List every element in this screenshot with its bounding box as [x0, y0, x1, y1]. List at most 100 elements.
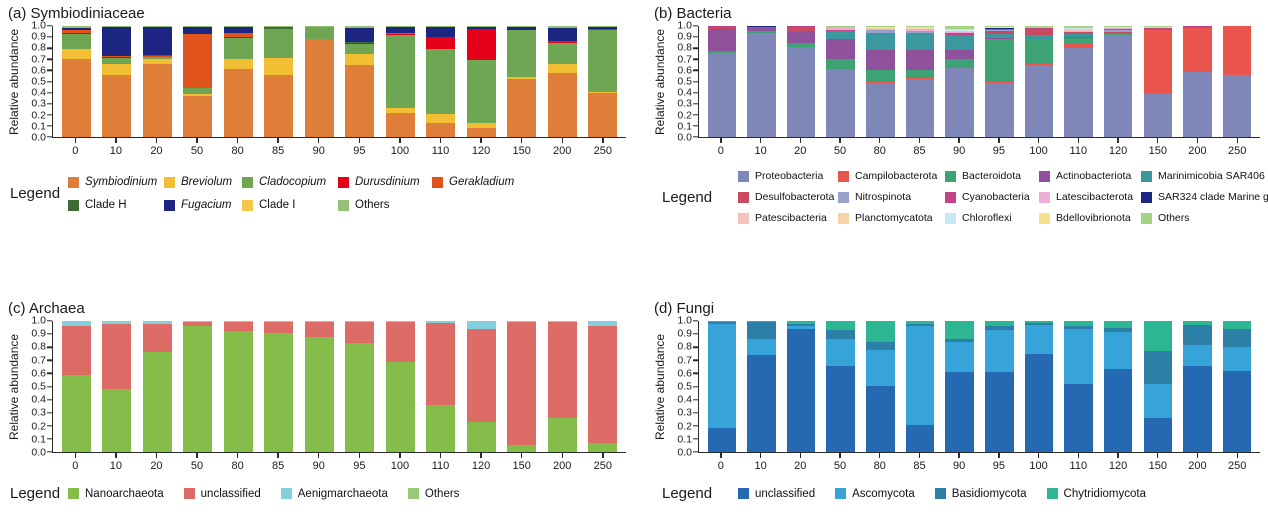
segment-breviolum	[142, 59, 172, 64]
y-tick-label: 0.8	[31, 41, 46, 54]
stacked-bar	[747, 26, 776, 137]
segment-aenigmarchaeota	[588, 321, 618, 327]
x-tick-mark	[1157, 138, 1159, 143]
legend-item: Patescibacteria	[738, 212, 830, 224]
segment-cladocopium	[426, 49, 456, 114]
x-slot: 250	[1217, 453, 1257, 477]
bar-slot	[1138, 26, 1178, 137]
x-tick-mark	[839, 138, 841, 143]
segment-planctomycatota	[905, 28, 935, 29]
legend-swatch	[738, 212, 749, 224]
segment-chytridiomycota	[985, 321, 1014, 327]
segment-symbiodinium	[345, 64, 375, 137]
x-tick-mark	[1196, 138, 1199, 143]
segment-breviolum	[385, 108, 415, 113]
y-tick-label: 0.1	[31, 433, 46, 446]
y-tick-mark	[693, 372, 698, 375]
segment-chytridiomycota	[826, 321, 855, 331]
y-tick-mark	[693, 91, 698, 94]
segment-nanoarchaeota	[183, 326, 213, 452]
bar-slot	[900, 26, 940, 137]
x-tick-mark	[1037, 453, 1040, 458]
stacked-bar	[786, 26, 816, 137]
segment-patescibacteria	[945, 31, 974, 32]
y-axis-ticks: 1.0 0.9 0.8 0.7 0.6 0.5 0.4 0.3 0.2 0.1 0.0	[22, 315, 52, 458]
bar-slot	[1178, 321, 1218, 452]
segment-durusdinium	[426, 37, 456, 50]
legend-swatch	[738, 191, 749, 203]
bar-slot	[979, 26, 1019, 137]
segment-others	[866, 26, 895, 28]
y-tick-mark	[693, 136, 698, 138]
segment-cladocopium	[345, 43, 375, 54]
segment-symbiodinium	[426, 122, 456, 137]
x-tick-mark	[439, 138, 442, 143]
x-tick-label: 200	[553, 145, 572, 157]
segment-actinobacteriota	[826, 38, 855, 59]
x-slot: 100	[380, 138, 421, 162]
panel-archaea: (c) Archaea Relative abundance 1.0 0.9 0.8…	[0, 295, 634, 516]
y-tick-mark	[693, 58, 698, 60]
legend-title: Legend	[662, 485, 713, 502]
legend-label: unclassified	[200, 487, 261, 500]
y-tick-label: 0.0	[31, 131, 46, 144]
legend-label: Desulfobacterota	[755, 191, 835, 203]
x-slot: 80	[860, 453, 900, 477]
y-tick-label: 0.2	[677, 109, 692, 122]
plot-area	[47, 25, 626, 138]
y-tick-label: 0.6	[677, 367, 692, 380]
stacked-bar	[223, 321, 253, 452]
x-tick-mark	[1196, 453, 1199, 458]
segment-others	[1024, 26, 1054, 27]
segment-unclassified	[1143, 417, 1173, 452]
segment-basidiomycota	[786, 323, 816, 327]
segment-latescibacterota	[985, 28, 1014, 30]
stacked-bar	[507, 321, 537, 452]
segment-durusdinium	[385, 34, 415, 35]
stacked-bar	[1064, 321, 1093, 452]
y-tick-mark	[693, 451, 698, 453]
x-slot: 110	[420, 138, 461, 162]
bar-slot	[137, 321, 178, 452]
legend-item: Others	[407, 488, 459, 500]
segment-basidiomycota	[905, 323, 935, 327]
x-tick-mark	[759, 453, 762, 458]
segment-ascomycota	[826, 339, 855, 366]
segment-unclassified	[507, 322, 537, 446]
segment-others	[142, 26, 172, 27]
x-slot: 10	[96, 138, 137, 162]
segment-proteobacteria	[1183, 72, 1212, 137]
x-tick-mark	[277, 138, 279, 143]
plot-area	[693, 320, 1260, 453]
segment-marinimicobia-sar406-clade	[826, 31, 855, 39]
segment-desulfobacterota	[1064, 32, 1093, 34]
stacked-bar	[945, 321, 974, 452]
segment-gerakladium	[588, 29, 618, 31]
y-tick-mark	[693, 320, 698, 322]
x-slot: 85	[258, 138, 299, 162]
segment-durusdinium	[102, 56, 132, 59]
segment-marinimicobia-sar406-clade	[905, 32, 935, 50]
segment-clade-h	[385, 32, 415, 34]
legend-label: Actinobacteriota	[1056, 170, 1132, 182]
x-tick-mark	[720, 138, 722, 143]
y-tick-label: 0.3	[31, 406, 46, 419]
segment-symbiodinium	[466, 128, 496, 137]
segment-ascomycota	[1103, 331, 1133, 370]
segment-symbiodinium	[102, 74, 132, 137]
x-tick-label: 200	[1188, 145, 1207, 157]
segment-gerakladium	[223, 33, 253, 38]
x-tick-mark	[720, 453, 722, 458]
segment-unclassified	[1103, 369, 1133, 452]
x-tick-mark	[799, 453, 801, 458]
segment-breviolum	[588, 91, 618, 93]
segment-bacteroidota	[747, 31, 776, 33]
y-tick-mark	[47, 320, 52, 322]
segment-nanoarchaeota	[102, 389, 132, 452]
segment-chytridiomycota	[707, 321, 737, 322]
segment-proteobacteria	[1222, 75, 1252, 137]
segment-unclassified	[345, 321, 375, 344]
segment-cladocopium	[588, 30, 618, 92]
segment-nitrospinota	[866, 30, 895, 33]
x-tick-mark	[399, 138, 401, 143]
